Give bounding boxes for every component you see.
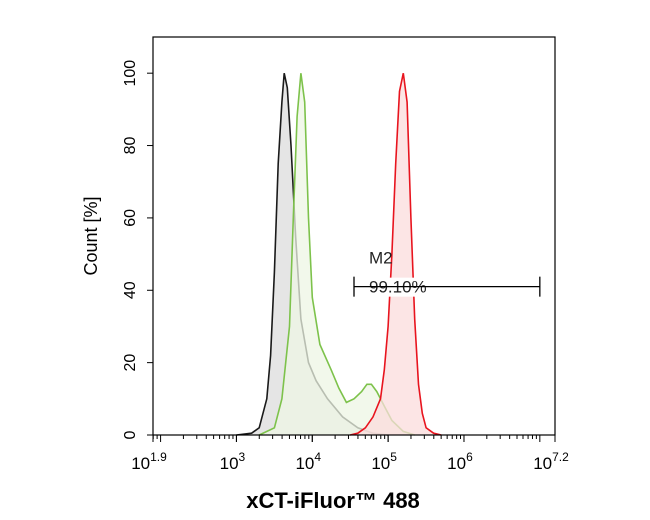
series-2-fill [350,73,442,435]
x-axis-label: xCT-iFluor™ 488 [246,488,420,513]
series-2-line [350,73,442,436]
y-axis-label: Count [%] [81,196,101,275]
y-tick-label: 20 [122,354,139,372]
y-tick-label: 100 [122,60,139,87]
y-tick-label: 0 [122,430,139,439]
gate-name-label: M2 [369,249,393,268]
histogram-curves [236,73,442,436]
y-tick-label: 80 [122,137,139,155]
gate-m2: M2 99.10% [353,249,541,297]
y-tick-label: 60 [122,209,139,227]
x-axis: 101.9 103 104 105 106 107.2 [131,435,569,473]
series-1-line [258,73,415,436]
plot-frame [152,36,556,436]
series-0-fill [236,73,389,435]
x-tick-label: 107.2 [533,450,569,473]
x-tick-label: 106 [447,450,473,473]
x-tick-label: 105 [371,450,397,473]
y-axis: 0 20 40 60 80 100 [122,60,153,439]
y-tick-label: 40 [122,281,139,299]
x-tick-label: 101.9 [131,450,167,473]
x-tick-label: 103 [220,450,246,473]
series-1-fill [259,73,415,435]
x-tick-label: 104 [295,450,321,473]
